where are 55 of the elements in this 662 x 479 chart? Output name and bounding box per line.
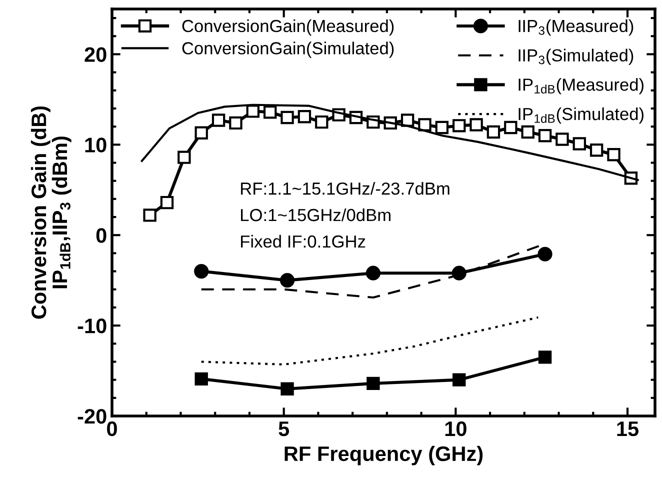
point (452, 266, 466, 280)
point (212, 114, 226, 127)
point (315, 115, 328, 129)
annotation: RF:1.1~15.1GHz/-23.7dBm (241, 182, 450, 195)
point (280, 382, 294, 396)
point (590, 143, 604, 157)
x-axis-title: RF Frequency (GHz) (284, 446, 483, 466)
x-tick-label: 15 (617, 422, 639, 436)
point (160, 196, 174, 210)
y-tick-label: 10 (85, 138, 106, 152)
point (366, 266, 380, 280)
legend-label: IP$_{1dB}$(Simulated) (518, 107, 644, 124)
point (229, 116, 242, 130)
legend-label: IP$_{1dB}$(Measured) (518, 78, 644, 94)
point (538, 246, 552, 262)
point (280, 110, 294, 124)
y-tick-label: -10 (78, 318, 106, 334)
x-tick-label: 5 (278, 422, 290, 436)
legend-label: ConversionGain(Measured) (182, 19, 394, 36)
point (556, 132, 569, 146)
y-tick-label: -20 (78, 409, 106, 424)
y-tick-label: 0 (96, 228, 106, 243)
point (607, 148, 620, 162)
y-tick-label: 20 (84, 47, 106, 62)
x-tick-label: 0 (107, 421, 117, 436)
point (470, 118, 483, 132)
y-axis-title: Conversion Gain (dB) IP$_{1dB}$,IIP$_{3}$ (dBm) (30, 106, 72, 319)
point (452, 119, 466, 132)
point (504, 120, 518, 134)
annotation: Fixed IF:0.1GHz (241, 234, 366, 248)
legend-label: ConversionGain(Simulated) (182, 42, 394, 58)
point (521, 125, 534, 139)
point (435, 120, 449, 134)
point (538, 350, 552, 364)
line-series (200, 316, 540, 366)
point (194, 372, 208, 386)
annotation: LO:1~15GHz/0dBm (241, 208, 390, 222)
point (143, 208, 156, 222)
point (194, 126, 208, 140)
point (572, 137, 586, 150)
point (418, 118, 432, 132)
point (263, 106, 277, 119)
point (400, 114, 414, 127)
point (486, 125, 500, 139)
point (298, 110, 312, 124)
x-tick-label: 10 (445, 421, 466, 436)
legend-label: IIP$_{3}$(Simulated) (518, 48, 634, 65)
point (194, 264, 209, 279)
point (246, 104, 260, 118)
point (280, 273, 295, 288)
point (538, 129, 552, 142)
point (178, 150, 191, 164)
legend-label: IIP$_{3}$(Measured) (518, 19, 634, 36)
point (366, 376, 380, 390)
point (452, 373, 466, 386)
